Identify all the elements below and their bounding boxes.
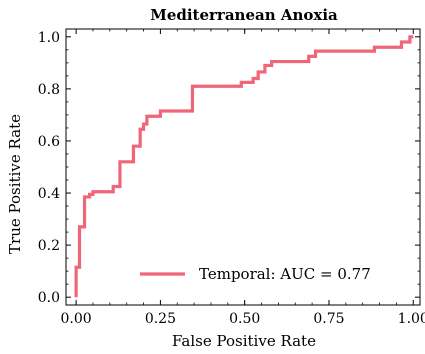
x-tick-label: 1.00 xyxy=(398,311,425,327)
y-tick-label: 0.0 xyxy=(38,290,60,306)
series-line-temporal xyxy=(74,35,414,298)
x-tick-label: 0.00 xyxy=(61,311,92,327)
x-tick-label: 0.75 xyxy=(313,311,344,327)
y-tick-label: 0.2 xyxy=(38,238,60,254)
y-tick-label: 0.6 xyxy=(38,134,60,150)
x-tick-label: 0.25 xyxy=(145,311,176,327)
x-axis-label: False Positive Rate xyxy=(172,332,316,350)
y-tick-label: 0.4 xyxy=(38,186,60,202)
x-tick-label: 0.50 xyxy=(229,311,260,327)
y-tick-label: 0.8 xyxy=(38,82,60,98)
y-tick-label: 1.0 xyxy=(38,30,60,46)
legend-label-temporal: Temporal: AUC = 0.77 xyxy=(199,265,371,283)
y-axis-label: True Positive Rate xyxy=(6,114,24,254)
plot-area: 0.00 0.25 0.50 0.75 1.00 0.0 0.2 0.4 0.6 0.8 1.0 Te… xyxy=(38,28,425,327)
chart-title: Mediterranean Anoxia xyxy=(150,6,338,24)
